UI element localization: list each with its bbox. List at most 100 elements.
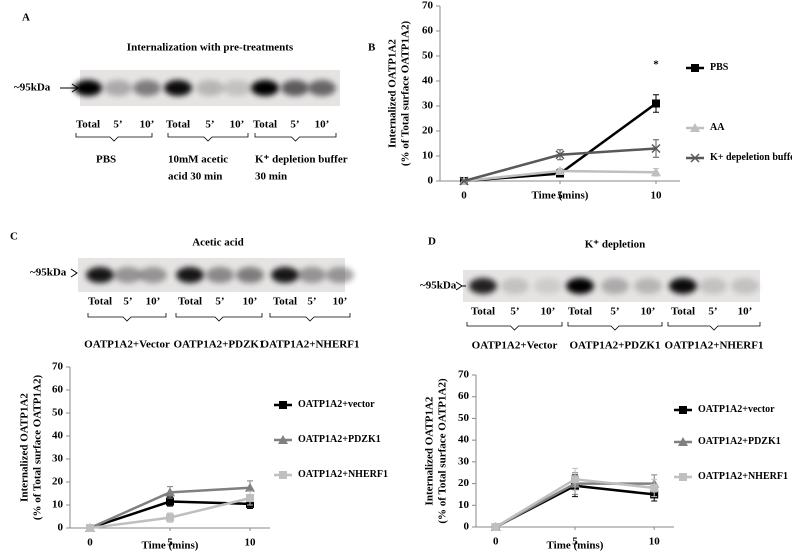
legend-marker (279, 471, 287, 479)
lane-label: Total (253, 119, 277, 131)
blot-band (251, 80, 279, 96)
x-tick-label: 5 (557, 190, 563, 202)
lane-label: Total (273, 296, 297, 308)
blot-band (634, 278, 662, 294)
lane-label: Total (88, 296, 112, 308)
group-label: 30 min (255, 171, 287, 183)
x-tick-label: 10 (649, 536, 661, 548)
group-label: OATP1A2+NHERF1 (665, 340, 764, 352)
legend-marker (679, 473, 687, 481)
y-axis-label: Internalized OATP1A2 (19, 393, 31, 502)
y-tick-label: 10 (422, 150, 434, 162)
y-tick-label: 50 (52, 407, 64, 419)
data-point (165, 487, 175, 497)
blot-band (699, 278, 727, 294)
x-tick-label: 5 (572, 536, 578, 548)
legend-label: K+ depeletion buffer (710, 152, 792, 163)
lane-label: Total (671, 306, 695, 318)
legend-label: OATP1A2+NHERF1 (698, 471, 788, 482)
lane-label: Total (76, 119, 100, 131)
blot-band (271, 267, 299, 283)
lane-label: 5’ (290, 119, 299, 131)
x-tick-label: 10 (245, 537, 257, 549)
group-bracket (175, 313, 263, 322)
blot-title: Internalization with pre-treatments (127, 42, 294, 54)
lane-label: Total (568, 306, 592, 318)
panel-label: A (22, 12, 30, 24)
group-label: K⁺ depletion buffer (255, 154, 348, 166)
y-tick-label: 60 (52, 384, 64, 396)
x-tick-label: 5 (167, 537, 173, 549)
lane-label: 10’ (243, 296, 258, 308)
y-tick-label: 30 (52, 453, 64, 465)
y-tick-label: 50 (458, 412, 470, 424)
data-point (571, 475, 579, 484)
blot-band (104, 80, 132, 96)
blot-band (114, 267, 142, 283)
y-tick-label: 70 (422, 0, 434, 12)
lane-label: 5’ (215, 296, 224, 308)
y-axis-label: (% of Total surface OATP1A2) (32, 375, 44, 521)
blot-band (308, 80, 336, 96)
lane-label: Total (166, 119, 190, 131)
legend-label: OATP1A2+PDZK1 (698, 436, 781, 447)
legend-marker (678, 437, 688, 446)
group-label: PBS (96, 154, 116, 166)
y-axis-label: (% of Total surface OATP1A2) (400, 21, 412, 167)
group-bracket (667, 322, 761, 331)
y-tick-label: 70 (52, 361, 64, 373)
group-bracket (269, 313, 351, 322)
group-bracket (87, 313, 167, 322)
group-bracket (254, 133, 337, 142)
x-tick-label: 0 (87, 537, 93, 549)
blot-band (236, 267, 264, 283)
x-axis-label: Time (mins) (142, 540, 199, 552)
legend-label: OATP1A2+vector (298, 399, 375, 410)
data-point (86, 524, 94, 532)
blot-band (281, 80, 309, 96)
y-tick-label: 0 (464, 521, 470, 533)
y-tick-label: 60 (422, 25, 434, 37)
legend-label: AA (710, 122, 725, 133)
lane-label: 10’ (541, 306, 556, 318)
lane-label: Total (178, 296, 202, 308)
blot-band (223, 80, 251, 96)
lane-label: 5’ (123, 296, 132, 308)
group-bracket (75, 133, 153, 142)
arrow-head (70, 268, 78, 278)
data-point (555, 166, 565, 175)
legend-marker (278, 435, 288, 444)
lane-label: 5’ (708, 306, 717, 318)
legend-marker (679, 406, 687, 414)
blot-band (601, 278, 629, 294)
blot-band (566, 278, 594, 294)
y-tick-label: 20 (458, 477, 470, 489)
data-point (650, 483, 659, 492)
legend-label: OATP1A2+PDZK1 (298, 434, 381, 445)
lane-label: 10’ (230, 119, 245, 131)
group-bracket (167, 133, 249, 142)
blot-band (669, 278, 697, 294)
y-axis-label: Internalized OATP1A2 (387, 39, 399, 148)
lane-label: Total (471, 306, 495, 318)
blot-band (298, 267, 326, 283)
size-marker: ~95kDa (30, 267, 67, 279)
y-tick-label: 0 (58, 522, 64, 534)
blot-band (534, 278, 562, 294)
x-tick-label: 0 (461, 190, 467, 202)
group-label: OATP1A2+PDZK1 (173, 339, 264, 351)
y-tick-label: 0 (428, 175, 434, 187)
blot-title: Acetic acid (192, 237, 244, 249)
legend-marker (279, 401, 287, 409)
y-tick-label: 60 (458, 390, 470, 402)
lane-label: 5’ (113, 119, 122, 131)
y-axis-label: Internalized OATP1A2 (424, 396, 436, 505)
legend-marker (691, 64, 699, 72)
group-label: OATP1A2+PDZK1 (569, 340, 660, 352)
y-tick-label: 30 (458, 455, 470, 467)
size-marker: ~95kDa (14, 82, 51, 94)
data-point (555, 150, 565, 160)
lane-label: 10’ (140, 119, 155, 131)
lane-label: 5’ (205, 119, 214, 131)
legend-label: OATP1A2+NHERF1 (298, 469, 388, 480)
